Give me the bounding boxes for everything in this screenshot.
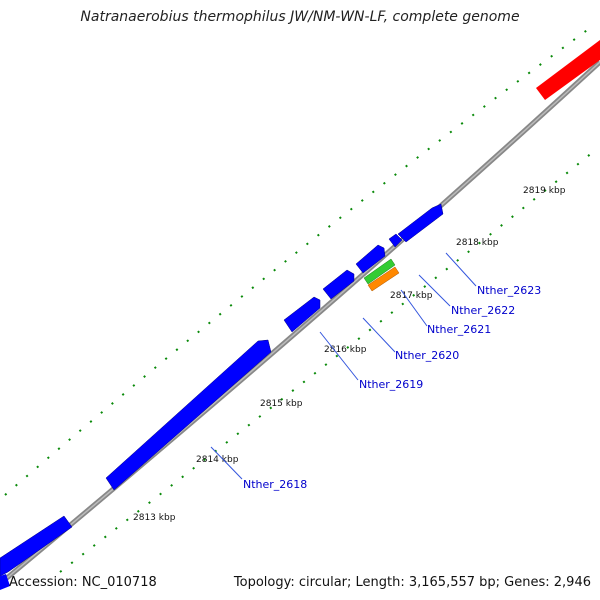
tick-label-2817: 2817 kbp [390, 291, 433, 301]
gene-label-nther-2620[interactable]: Nther_2620 [395, 349, 459, 362]
genome-backbone-highlight [0, 61, 600, 585]
gene-bar-orange[interactable] [367, 266, 400, 292]
tick-label-2818: 2818 kbp [456, 238, 499, 248]
gene-arrow-2620[interactable] [322, 269, 355, 300]
gene-arrow-left[interactable] [0, 515, 73, 577]
gene-arrow-2621[interactable] [355, 244, 386, 274]
gene-features [0, 203, 444, 590]
tick-label-2815: 2815 kbp [260, 399, 303, 409]
gene-label-nther-2618[interactable]: Nther_2618 [243, 478, 307, 491]
gene-arrow-2619[interactable] [283, 296, 321, 333]
gene-arrow-2622[interactable] [388, 233, 403, 248]
gene-label-nther-2619[interactable]: Nther_2619 [359, 378, 423, 391]
gene-label-nther-2621[interactable]: Nther_2621 [427, 323, 491, 336]
label-leaders [210, 252, 477, 480]
topology-label: Topology: circular; Length: 3,165,557 bp… [233, 575, 591, 590]
inner-tick-ring [59, 147, 599, 573]
outer-tick-ring [4, 27, 591, 496]
gene-label-nther-2623[interactable]: Nther_2623 [477, 284, 541, 297]
gene-bar-green[interactable] [363, 258, 396, 285]
map-title: Natranaerobius thermophilus JW/NM-WN-LF,… [80, 9, 520, 25]
tick-label-2814: 2814 kbp [196, 455, 239, 465]
tick-label-2816: 2816 kbp [324, 345, 367, 355]
accession-label: Accession: NC_010718 [9, 575, 157, 590]
tick-label-2819: 2819 kbp [523, 186, 566, 196]
gene-arrow-red[interactable] [536, 40, 600, 100]
gene-arrow-2618[interactable] [105, 339, 272, 491]
genome-backbone [0, 60, 600, 587]
gene-arrow-2623[interactable] [397, 203, 444, 243]
gene-label-nther-2622[interactable]: Nther_2622 [451, 304, 515, 317]
tick-label-2813: 2813 kbp [133, 513, 176, 523]
gene-arrow-bottom[interactable] [0, 574, 10, 590]
